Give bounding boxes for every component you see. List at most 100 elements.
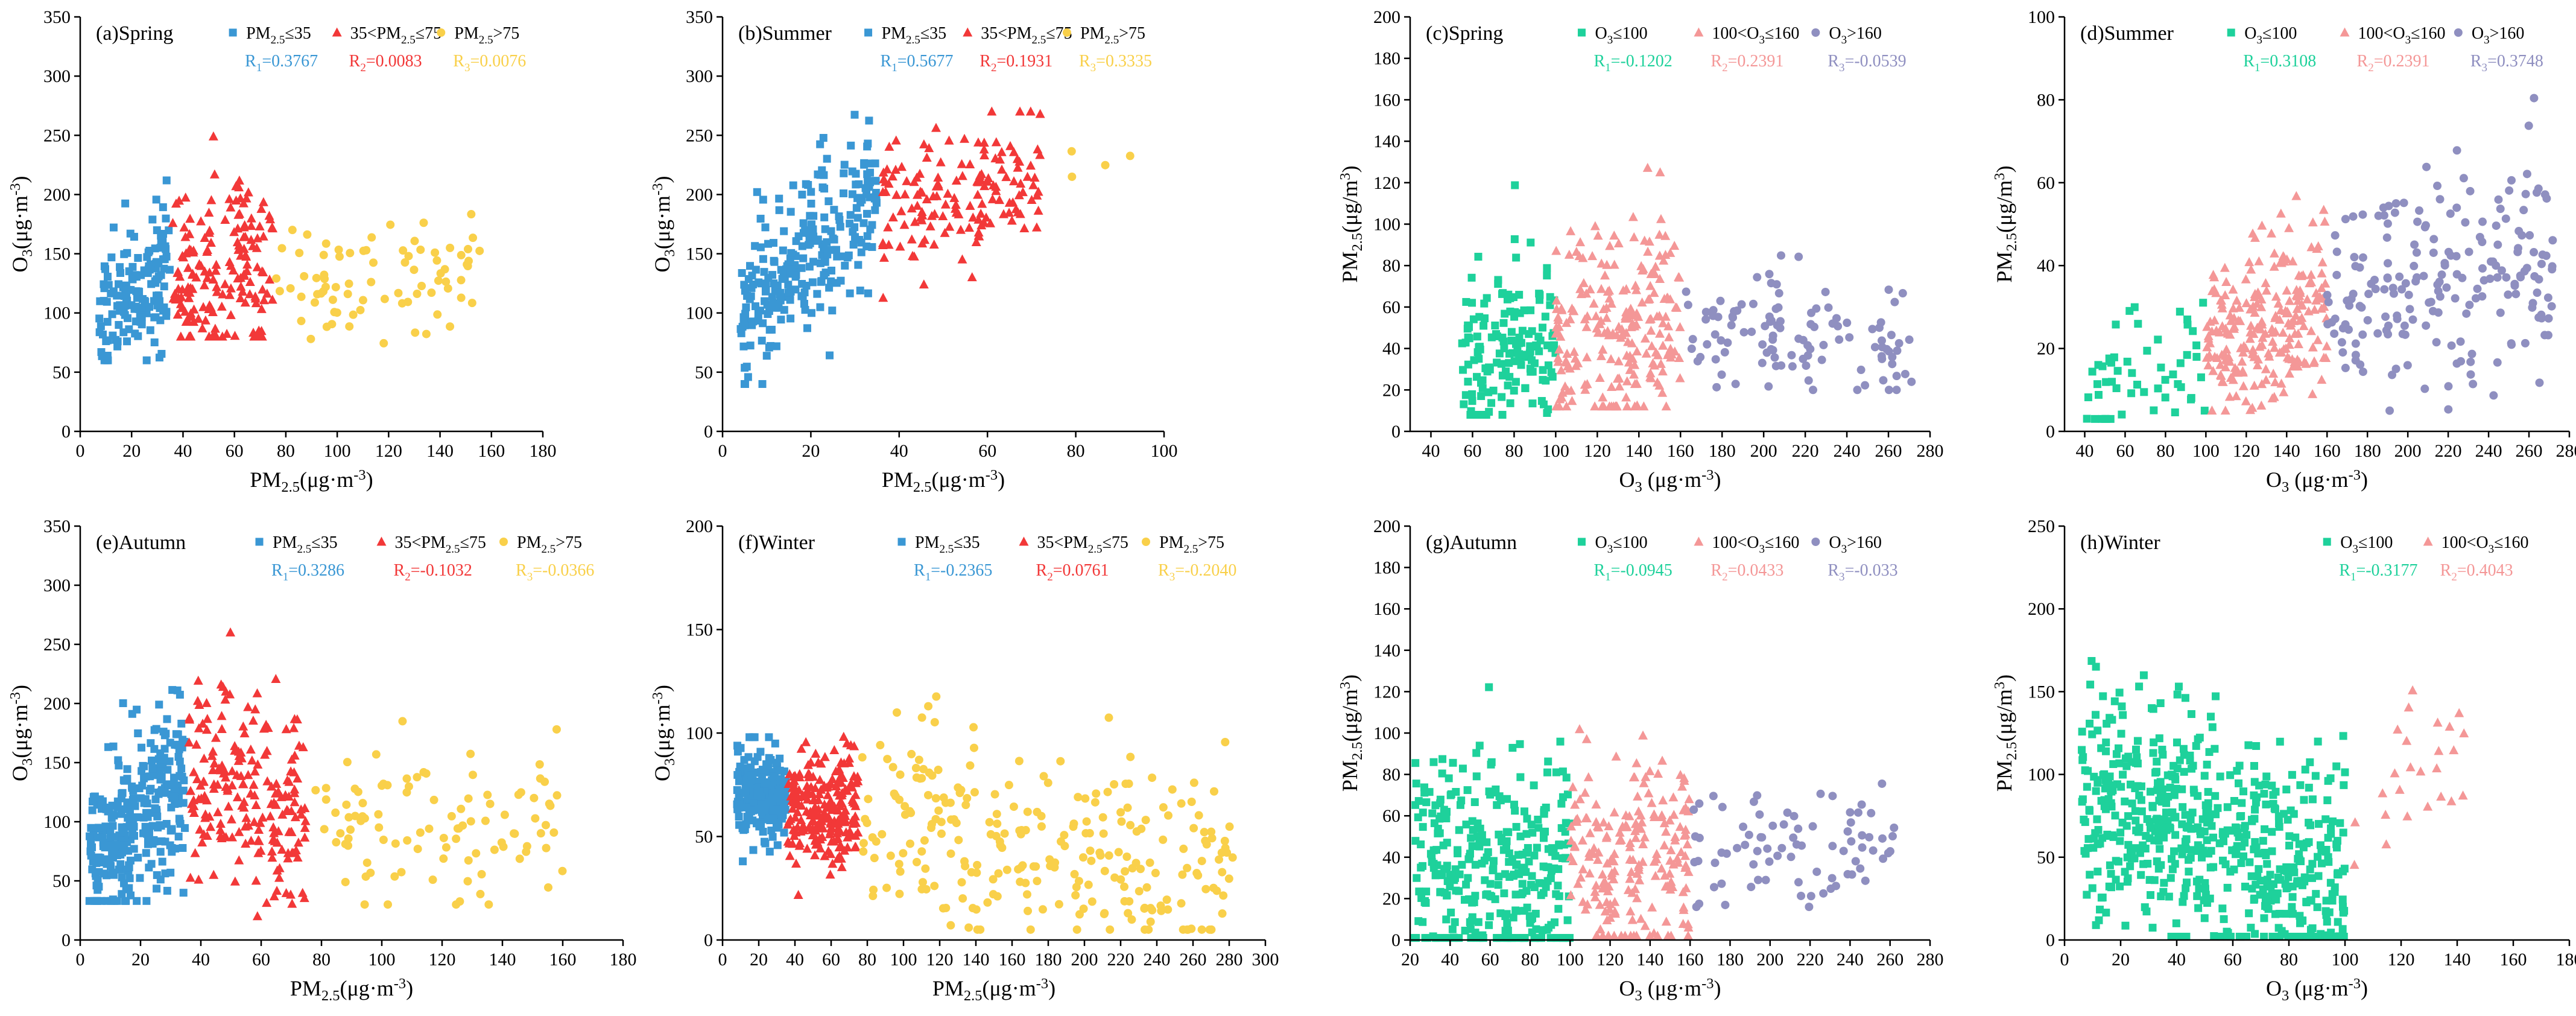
- data-point: [840, 813, 850, 823]
- data-point: [816, 259, 824, 267]
- data-point: [2200, 914, 2209, 922]
- y-tick-label: 0: [704, 930, 713, 950]
- data-point: [2516, 273, 2525, 282]
- data-point: [1411, 759, 1420, 767]
- data-point: [957, 159, 967, 168]
- data-point: [2323, 796, 2332, 804]
- data-point: [1797, 891, 1806, 900]
- y-tick-label: 250: [43, 125, 71, 145]
- data-point: [2114, 744, 2122, 752]
- data-point: [1758, 340, 1767, 349]
- data-point: [1081, 829, 1090, 838]
- data-point: [1640, 921, 1650, 930]
- data-point: [850, 790, 861, 799]
- data-point: [2505, 186, 2514, 195]
- data-point: [771, 739, 779, 748]
- data-point: [1581, 734, 1592, 743]
- data-point: [1013, 162, 1023, 172]
- data-point: [2297, 313, 2307, 322]
- data-point: [747, 284, 756, 292]
- data-point: [1505, 359, 1513, 367]
- data-point: [2469, 379, 2478, 389]
- data-point: [2209, 272, 2220, 282]
- y-tick-label: 150: [43, 244, 71, 264]
- data-point: [847, 815, 858, 825]
- data-point: [157, 271, 165, 279]
- data-point: [957, 171, 967, 180]
- data-point: [793, 889, 803, 899]
- data-point: [197, 323, 207, 332]
- data-point: [1125, 151, 1135, 160]
- legend-label: O3≤100: [2244, 24, 2297, 46]
- y-tick-label: 150: [686, 244, 713, 264]
- x-tick-label: 120: [926, 950, 954, 970]
- data-point: [2261, 780, 2270, 789]
- data-point: [2422, 321, 2431, 330]
- data-point: [417, 282, 426, 291]
- data-point: [2263, 860, 2271, 868]
- data-point: [2212, 692, 2220, 700]
- data-point: [211, 259, 221, 269]
- data-point: [2410, 261, 2419, 270]
- y-axis-label: PM2.5(μg/m3): [1337, 675, 1366, 792]
- data-point: [1543, 408, 1551, 417]
- data-point: [761, 839, 770, 848]
- data-point: [1539, 376, 1547, 384]
- data-point: [2268, 847, 2276, 856]
- data-point: [2221, 276, 2232, 286]
- data-point: [1616, 332, 1626, 342]
- x-axis-label: PM2.5(μg·m-3): [290, 976, 413, 1004]
- data-point: [277, 244, 286, 253]
- panel-e: 0 20 40 60 80 100 120 140 160 1800501001502002503…: [7, 516, 637, 1004]
- data-point: [1620, 313, 1630, 323]
- data-point: [2381, 312, 2390, 321]
- data-point: [1464, 360, 1472, 369]
- data-point: [2317, 268, 2327, 278]
- legend-label: PM2.5>75: [454, 24, 519, 46]
- data-point: [2130, 854, 2139, 863]
- data-point: [2093, 868, 2102, 876]
- data-point: [862, 818, 872, 827]
- data-point: [129, 786, 138, 795]
- data-point: [1548, 372, 1557, 381]
- data-point: [2300, 873, 2309, 881]
- data-point: [1141, 925, 1150, 934]
- data-point: [2274, 873, 2282, 881]
- data-point: [2321, 341, 2332, 351]
- data-point: [158, 857, 166, 866]
- data-point: [1114, 848, 1123, 857]
- data-point: [413, 773, 422, 782]
- data-point: [835, 212, 843, 221]
- data-point: [1487, 760, 1495, 769]
- data-point: [967, 272, 977, 282]
- data-point: [2143, 815, 2151, 824]
- panel-title: (c)Spring: [1426, 22, 1503, 45]
- data-point: [123, 337, 131, 346]
- x-tick-label: 100: [2332, 950, 2359, 970]
- data-point: [1571, 361, 1581, 370]
- data-point: [920, 836, 929, 845]
- data-point: [129, 794, 138, 802]
- data-point: [1878, 779, 1887, 788]
- data-point: [735, 813, 743, 821]
- data-point: [2397, 285, 2407, 294]
- data-point: [2193, 892, 2201, 900]
- data-point: [1603, 886, 1613, 895]
- data-point: [2373, 329, 2382, 338]
- data-point: [103, 273, 112, 281]
- data-point: [1554, 904, 1563, 913]
- data-point: [774, 792, 782, 800]
- data-point: [2279, 344, 2289, 354]
- correlation-value: R1=-0.0945: [1593, 561, 1672, 583]
- x-tick-label: 60: [822, 950, 840, 970]
- data-point: [2402, 811, 2413, 821]
- data-point: [1530, 781, 1538, 790]
- data-point: [469, 233, 478, 243]
- legend-label: O3>160: [1829, 533, 1882, 556]
- data-point: [983, 898, 992, 907]
- data-point: [807, 188, 815, 196]
- data-point: [238, 721, 248, 731]
- data-point: [122, 897, 130, 905]
- data-point: [2534, 275, 2543, 284]
- data-point: [250, 766, 260, 776]
